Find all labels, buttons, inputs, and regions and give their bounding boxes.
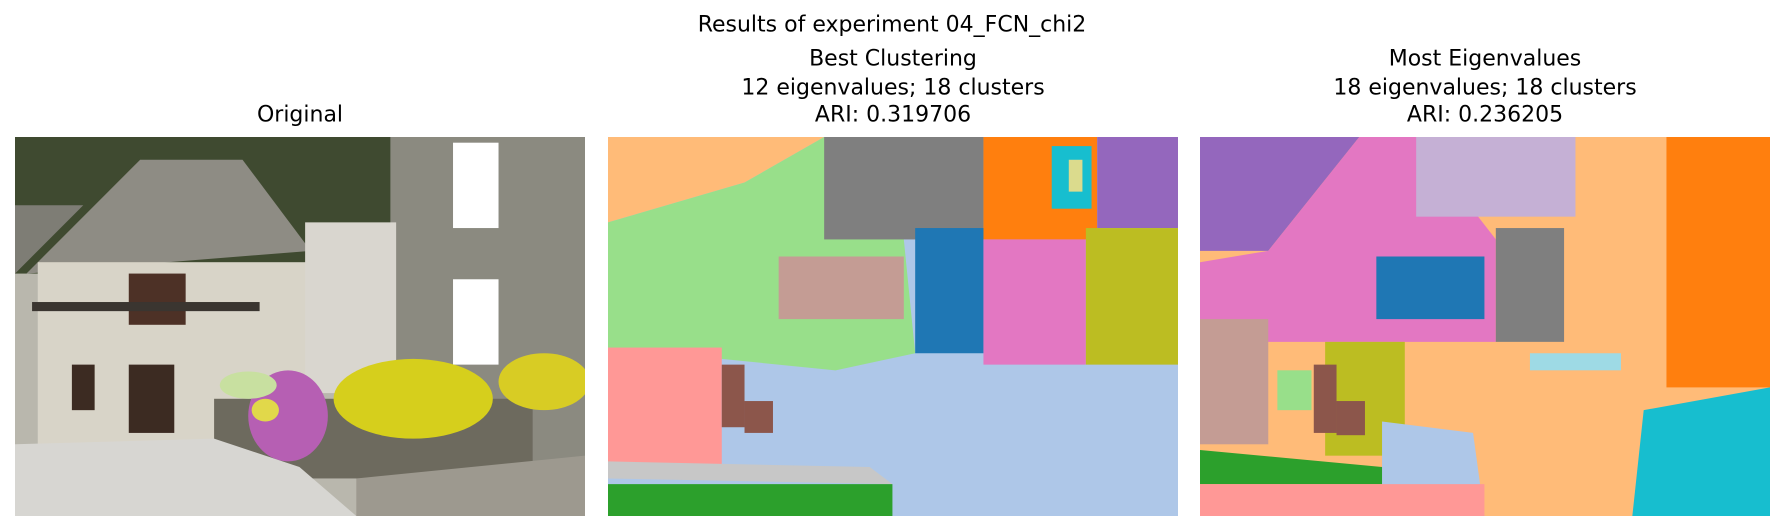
panel-title: 12 eigenvalues; 18 clusters [741, 75, 1045, 101]
most-eigenvalues-image [1200, 137, 1770, 516]
original-image [15, 137, 585, 516]
figure-title: Results of experiment 04_FCN_chi2 [697, 12, 1087, 38]
panel-title: Original [256, 102, 344, 128]
panel-title: Best Clustering [809, 46, 977, 72]
panel-title: ARI: 0.236205 [1406, 102, 1564, 128]
panel-title: 18 eigenvalues; 18 clusters [1333, 75, 1637, 101]
panel-title: Most Eigenvalues [1388, 46, 1582, 72]
best-clustering-image [608, 137, 1178, 516]
panel-title: ARI: 0.319706 [814, 102, 972, 128]
